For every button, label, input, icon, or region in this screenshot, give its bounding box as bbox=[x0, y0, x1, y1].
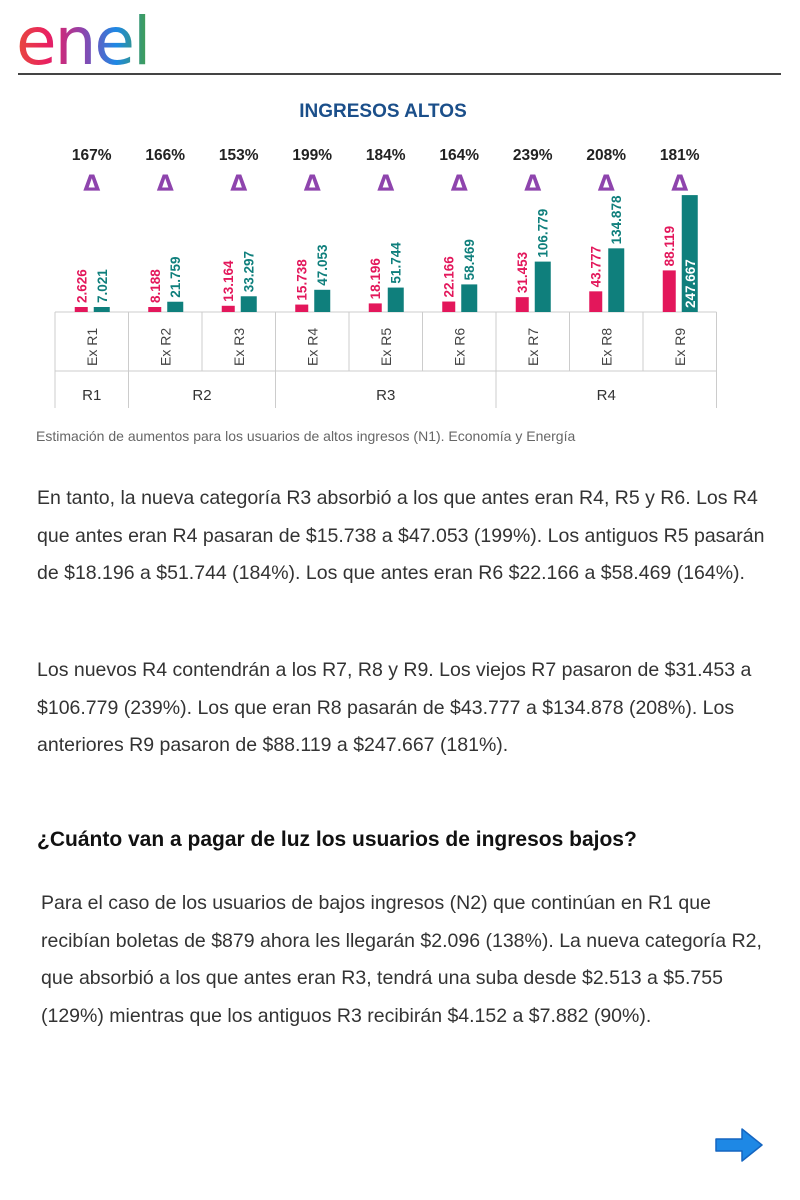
value-label-after: 106.779 bbox=[536, 209, 551, 258]
bar-after bbox=[314, 289, 331, 312]
bar-after bbox=[534, 261, 551, 312]
percentage-label: 199% bbox=[292, 147, 332, 164]
chart-caption: Estimación de aumentos para los usuarios… bbox=[36, 428, 576, 444]
value-label-after: 47.053 bbox=[315, 244, 330, 286]
group-label: R1 bbox=[82, 387, 101, 404]
value-label-after: 247.667 bbox=[683, 259, 698, 308]
value-label-before: 8.188 bbox=[148, 269, 163, 303]
ingresos-altos-chart: INGRESOS ALTOS 167% Δ 2.626 7.021 Ex R1 166% Δ 8… bbox=[54, 101, 717, 408]
value-label-before: 88.119 bbox=[662, 226, 677, 267]
delta-icon: Δ bbox=[83, 172, 100, 197]
value-label-after: 21.759 bbox=[168, 256, 183, 297]
bar-after bbox=[93, 307, 110, 312]
article-paragraph-3: Para el caso de los usuarios de bajos in… bbox=[41, 892, 762, 1027]
bar-after bbox=[608, 248, 625, 312]
value-label-after: 33.297 bbox=[242, 251, 257, 292]
logo-text: enel bbox=[16, 8, 149, 70]
delta-icon: Δ bbox=[157, 172, 174, 197]
group-label: R4 bbox=[597, 387, 616, 404]
delta-icon: Δ bbox=[598, 172, 615, 197]
value-label-before: 15.738 bbox=[295, 259, 310, 301]
value-label-before: 43.777 bbox=[589, 246, 604, 287]
bar-before bbox=[589, 291, 603, 312]
bar-before bbox=[515, 297, 529, 312]
category-label: Ex R5 bbox=[378, 328, 394, 366]
value-label-before: 22.166 bbox=[442, 256, 457, 298]
percentage-label: 166% bbox=[145, 147, 185, 164]
bar-before bbox=[368, 303, 382, 312]
percentage-label: 153% bbox=[219, 147, 259, 164]
value-label-before: 31.453 bbox=[515, 251, 530, 293]
delta-icon: Δ bbox=[524, 172, 541, 197]
value-label-after: 134.878 bbox=[609, 195, 624, 244]
bar-after bbox=[681, 195, 698, 312]
article-paragraph-1: En tanto, la nueva categoría R3 absorbió… bbox=[37, 487, 765, 584]
bar-after bbox=[167, 301, 184, 312]
percentage-label: 181% bbox=[660, 147, 700, 164]
bar-before bbox=[221, 305, 235, 312]
delta-icon: Δ bbox=[671, 172, 688, 197]
article-paragraph-2: Los nuevos R4 contendrán a los R7, R8 y … bbox=[37, 659, 752, 756]
category-label: Ex R9 bbox=[672, 328, 688, 366]
arrow-right-icon bbox=[715, 1128, 763, 1162]
value-label-before: 13.164 bbox=[221, 260, 236, 302]
category-label: Ex R2 bbox=[157, 328, 173, 366]
bar-before bbox=[662, 270, 676, 312]
next-arrow-button[interactable] bbox=[712, 1126, 766, 1164]
chart-title: INGRESOS ALTOS bbox=[299, 101, 467, 122]
percentage-label: 184% bbox=[366, 147, 406, 164]
percentage-label: 164% bbox=[439, 147, 479, 164]
category-label: Ex R3 bbox=[231, 328, 247, 366]
enel-logo: enel bbox=[16, 8, 151, 70]
delta-icon: Δ bbox=[304, 172, 321, 197]
bar-before bbox=[442, 301, 456, 312]
value-label-after: 51.744 bbox=[389, 242, 404, 284]
percentage-label: 208% bbox=[586, 147, 626, 164]
value-label-before: 18.196 bbox=[368, 258, 383, 300]
category-label: Ex R7 bbox=[525, 328, 541, 366]
category-label: Ex R4 bbox=[304, 328, 320, 366]
delta-icon: Δ bbox=[230, 172, 247, 197]
bar-before bbox=[74, 307, 88, 312]
percentage-label: 239% bbox=[513, 147, 553, 164]
bar-after bbox=[461, 284, 478, 312]
group-label: R2 bbox=[192, 387, 211, 404]
category-label: Ex R6 bbox=[451, 328, 467, 366]
bar-after bbox=[387, 287, 404, 312]
category-label: Ex R8 bbox=[598, 328, 614, 366]
header-divider bbox=[18, 73, 781, 75]
value-label-after: 7.021 bbox=[95, 269, 110, 303]
category-label: Ex R1 bbox=[84, 328, 100, 366]
group-label: R3 bbox=[376, 387, 395, 404]
value-label-before: 2.626 bbox=[74, 269, 89, 303]
delta-icon: Δ bbox=[377, 172, 394, 197]
percentage-label: 167% bbox=[72, 147, 112, 164]
value-label-after: 58.469 bbox=[462, 239, 477, 280]
section-heading: ¿Cuánto van a pagar de luz los usuarios … bbox=[37, 828, 637, 851]
bar-after bbox=[240, 296, 257, 312]
delta-icon: Δ bbox=[451, 172, 468, 197]
bar-before bbox=[148, 307, 162, 312]
bar-before bbox=[295, 304, 309, 312]
